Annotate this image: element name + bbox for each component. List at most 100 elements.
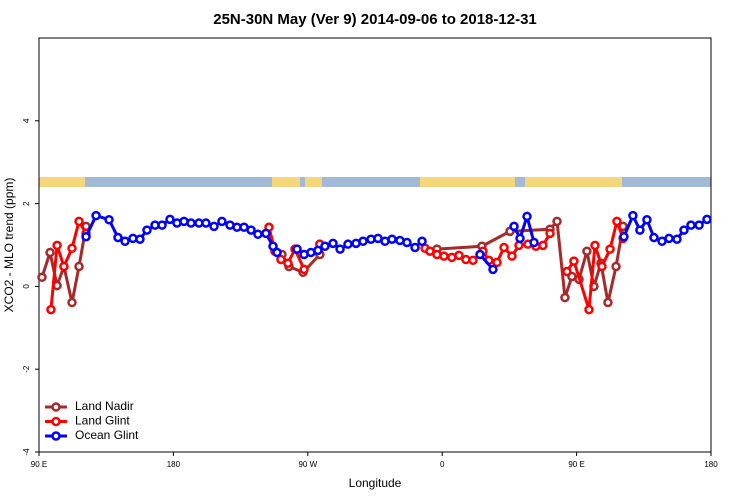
data-point xyxy=(135,234,145,244)
data-point xyxy=(104,214,114,225)
data-point xyxy=(605,244,615,254)
y-tick-label: -2 xyxy=(22,365,31,373)
data-point xyxy=(81,231,91,242)
data-point xyxy=(529,237,539,248)
data-point xyxy=(283,258,293,268)
legend-label: Land Glint xyxy=(75,414,130,428)
data-point xyxy=(522,211,532,222)
data-point xyxy=(59,261,69,272)
x-tick-label: 90 W xyxy=(298,460,317,469)
data-point xyxy=(113,232,123,243)
data-point xyxy=(402,237,412,248)
data-point xyxy=(560,292,570,303)
data-point xyxy=(157,220,167,230)
legend-marker xyxy=(51,402,61,412)
x-axis-label: Longitude xyxy=(349,476,402,490)
series-line xyxy=(49,216,625,311)
sea-band xyxy=(39,177,711,187)
data-point xyxy=(320,241,330,251)
data-point xyxy=(582,246,592,256)
data-point xyxy=(562,266,572,277)
data-point xyxy=(292,244,302,254)
land-band xyxy=(525,177,622,187)
data-point xyxy=(209,221,219,232)
legend-marker xyxy=(51,416,61,427)
data-point xyxy=(201,218,211,228)
land-mask-band xyxy=(39,177,711,187)
data-point xyxy=(509,221,519,232)
data-point xyxy=(538,240,548,251)
data-point xyxy=(410,242,420,253)
data-point xyxy=(142,225,152,235)
data-point xyxy=(664,233,674,244)
land-band xyxy=(39,177,85,187)
data-point xyxy=(217,216,227,227)
data-point xyxy=(507,251,517,261)
data-point xyxy=(468,255,478,266)
x-tick-label: 90 E xyxy=(31,460,47,469)
data-point xyxy=(545,228,555,239)
data-point xyxy=(186,218,196,228)
data-point xyxy=(52,240,62,251)
legend-label: Ocean Glint xyxy=(75,428,139,442)
data-point xyxy=(67,297,77,308)
data-point xyxy=(628,210,638,221)
data-point xyxy=(649,232,659,243)
data-point xyxy=(335,244,345,254)
data-point xyxy=(74,261,84,272)
data-point xyxy=(343,239,353,249)
legend-marker xyxy=(51,431,61,441)
y-axis-label: XCO2 - MLO trend (ppm) xyxy=(2,178,16,313)
data-point xyxy=(619,231,629,242)
data-point xyxy=(358,236,368,247)
data-point xyxy=(702,214,712,225)
data-point xyxy=(597,261,607,272)
data-point xyxy=(672,234,682,244)
series-line xyxy=(40,217,625,303)
data-point xyxy=(299,264,309,275)
data-point xyxy=(642,214,652,225)
data-point xyxy=(165,214,175,225)
data-point xyxy=(313,245,323,256)
data-point xyxy=(74,216,84,227)
y-tick-label: 0 xyxy=(22,284,31,289)
data-point xyxy=(499,242,509,253)
data-point xyxy=(569,256,579,266)
data-point xyxy=(439,251,449,261)
data-point xyxy=(611,261,621,272)
land-band xyxy=(420,177,515,187)
y-tick-label: 4 xyxy=(22,118,31,123)
data-point xyxy=(37,272,47,283)
data-point xyxy=(694,220,704,230)
data-point xyxy=(387,234,397,244)
data-point xyxy=(246,225,256,235)
data-point xyxy=(584,304,594,315)
x-tick-label: 180 xyxy=(167,460,181,469)
x-tick-label: 90 E xyxy=(568,460,584,469)
plot-frame xyxy=(38,37,712,453)
data-point xyxy=(515,233,525,244)
y-tick-label: 2 xyxy=(22,201,31,206)
data-point xyxy=(612,216,622,227)
data-point xyxy=(679,225,689,235)
data-point xyxy=(120,236,130,247)
land-band xyxy=(305,177,322,187)
data-point xyxy=(417,236,427,247)
data-point xyxy=(425,246,435,256)
data-point xyxy=(475,249,485,260)
data-point xyxy=(488,264,498,275)
data-point xyxy=(67,243,77,254)
data-point xyxy=(253,229,263,239)
x-tick-label: 0 xyxy=(440,460,445,469)
data-point xyxy=(91,210,101,221)
data-point xyxy=(46,304,56,315)
data-point xyxy=(268,241,278,251)
data-point xyxy=(686,220,696,230)
data-point xyxy=(590,240,600,251)
data-point xyxy=(492,257,502,268)
data-point xyxy=(603,297,613,308)
data-point xyxy=(454,250,464,261)
data-point xyxy=(261,228,271,239)
